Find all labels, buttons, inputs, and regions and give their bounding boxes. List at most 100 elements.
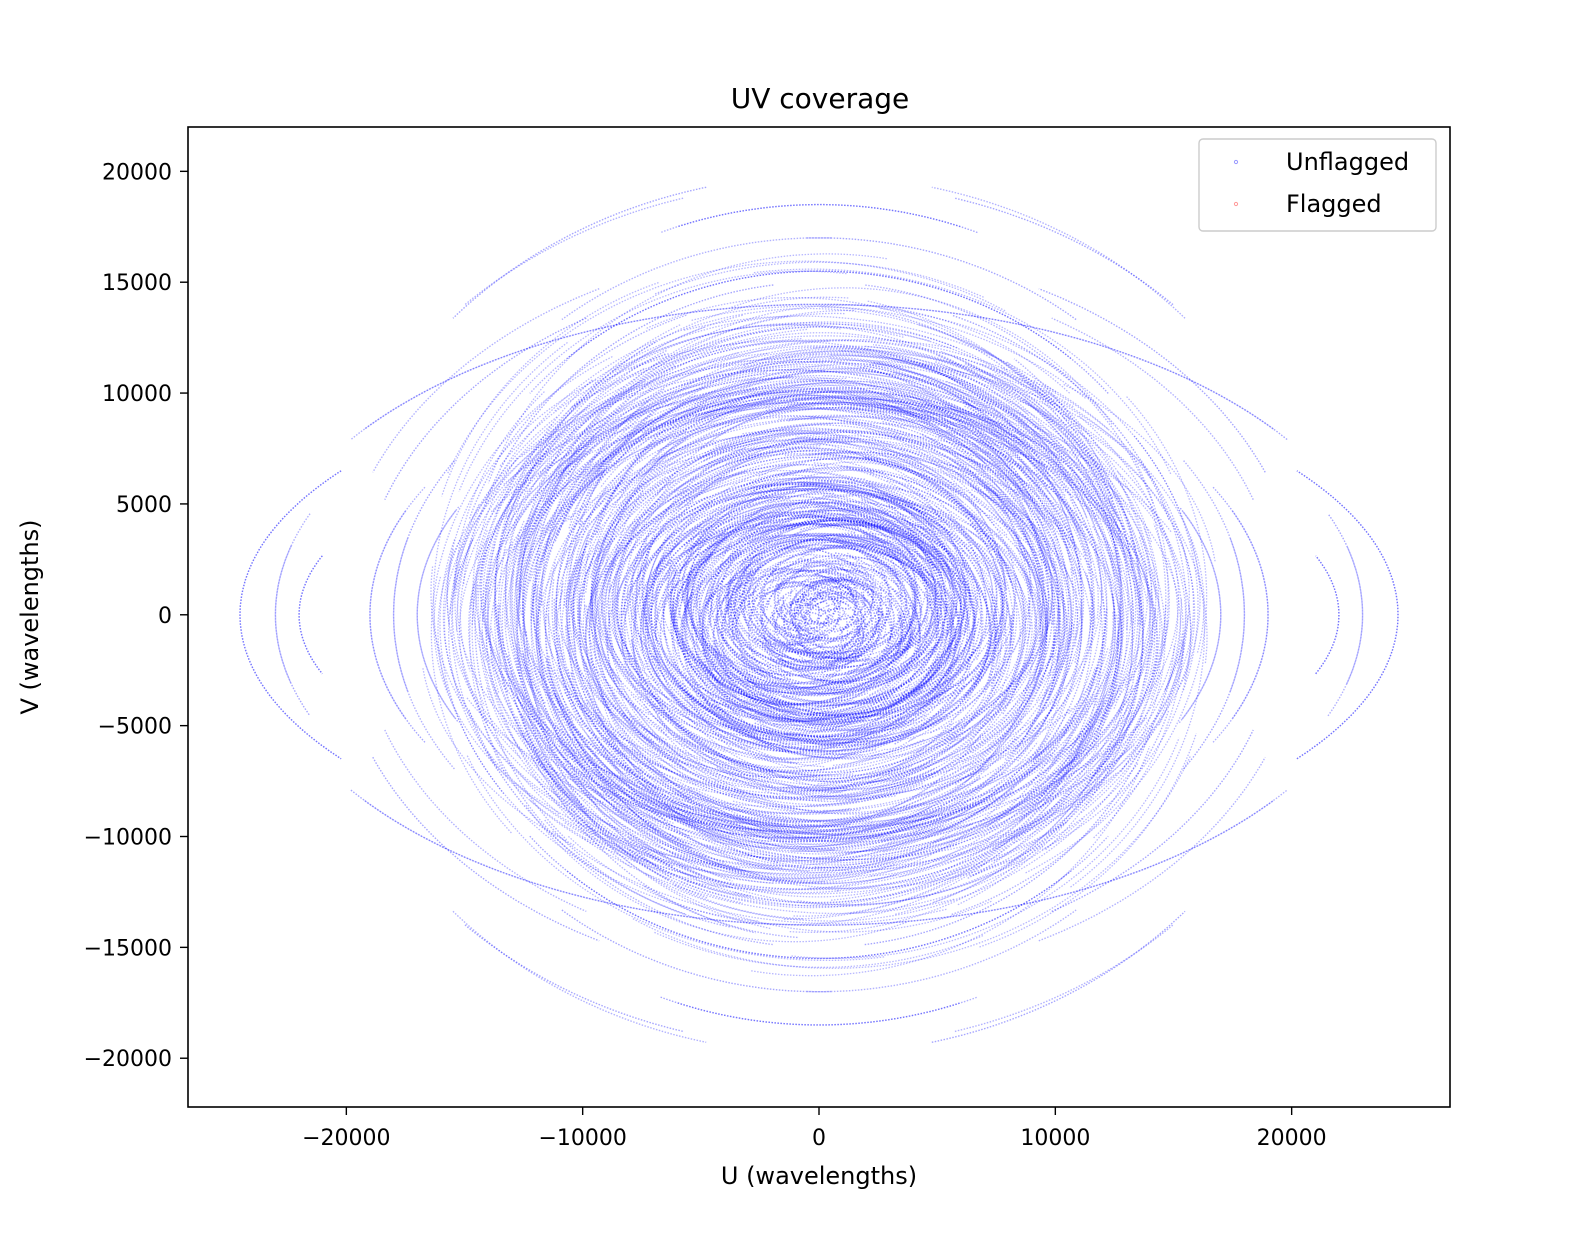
- uv-track: [559, 423, 646, 513]
- uv-track: [561, 237, 832, 321]
- uv-track: [846, 551, 884, 606]
- uv-track: [778, 519, 963, 697]
- uv-track: [535, 585, 618, 799]
- uv-track: [642, 552, 798, 765]
- uv-track: [685, 565, 763, 679]
- uv-track: [1002, 429, 1094, 629]
- uv-track: [481, 631, 877, 880]
- uv-track: [734, 539, 811, 596]
- uv-track: [722, 723, 863, 756]
- uv-track: [675, 727, 941, 797]
- uv-track: [783, 560, 855, 612]
- uv-track: [759, 713, 902, 733]
- uv-track: [954, 197, 1174, 306]
- uv-track: [478, 450, 721, 866]
- uv-track: [818, 600, 863, 612]
- uv-track: [714, 554, 917, 706]
- uv-track: [694, 399, 901, 417]
- uv-track: [539, 610, 766, 833]
- uv-track: [567, 471, 703, 824]
- uv-track: [1212, 486, 1269, 719]
- uv-track: [988, 514, 1066, 676]
- uv-track: [677, 735, 892, 787]
- uv-track: [641, 539, 769, 741]
- uv-track: [520, 349, 1052, 559]
- uv-track: [704, 649, 830, 723]
- uv-track: [884, 570, 912, 659]
- uv-track: [1067, 510, 1117, 706]
- uv-track: [771, 611, 859, 660]
- uv-track: [628, 340, 1121, 541]
- uv-track: [783, 621, 944, 716]
- uv-track: [802, 591, 841, 612]
- uv-track: [775, 474, 916, 507]
- uv-track: [672, 484, 773, 754]
- uv-track: [683, 553, 824, 724]
- uv-track: [882, 447, 1006, 704]
- uv-track: [799, 632, 861, 673]
- uv-track: [484, 284, 774, 504]
- uv-track: [561, 909, 832, 993]
- uv-track: [865, 457, 1039, 628]
- uv-track: [516, 470, 743, 825]
- uv-track: [772, 533, 942, 574]
- uv-track: [759, 584, 837, 599]
- uv-track: [1051, 729, 1254, 913]
- uv-track: [695, 576, 741, 684]
- uv-track: [968, 529, 1027, 620]
- uv-track: [437, 432, 560, 692]
- uv-track: [597, 644, 816, 778]
- uv-track: [644, 525, 732, 725]
- uv-track: [593, 711, 895, 851]
- uv-track: [868, 482, 962, 690]
- uv-track: [1018, 399, 1180, 693]
- uv-track: [805, 664, 910, 711]
- uv-track: [684, 449, 942, 507]
- uv-track: [516, 697, 943, 839]
- uv-track: [865, 482, 956, 598]
- uv-track: [525, 804, 907, 943]
- uv-track: [679, 528, 794, 571]
- uv-track: [634, 396, 1128, 558]
- uv-track: [455, 307, 993, 632]
- uv-track: [1112, 567, 1161, 749]
- uv-track: [767, 657, 891, 686]
- uv-track: [721, 599, 813, 677]
- uv-track: [677, 807, 906, 832]
- uv-track: [686, 498, 739, 553]
- uv-track: [869, 612, 893, 667]
- uv-track: [870, 482, 1159, 877]
- uv-track: [876, 473, 1077, 791]
- uv-track: [804, 613, 812, 635]
- uv-track: [808, 527, 947, 720]
- uv-track: [654, 261, 984, 298]
- uv-track: [590, 358, 902, 439]
- uv-track: [471, 324, 841, 723]
- uv-track: [578, 534, 655, 744]
- uv-track: [579, 581, 789, 825]
- uv-track: [863, 365, 975, 408]
- uv-track: [879, 523, 953, 655]
- uv-track: [790, 638, 821, 644]
- legend-box: [1198, 138, 1437, 232]
- uv-track: [730, 544, 955, 695]
- uv-track: [737, 692, 850, 706]
- uv-track: [812, 663, 942, 715]
- uv-track: [969, 762, 1139, 877]
- uv-track: [671, 402, 1010, 447]
- uv-track: [517, 426, 577, 566]
- uv-track: [773, 495, 962, 726]
- uv-track: [740, 653, 812, 673]
- uv-track: [653, 561, 943, 752]
- uv-track: [605, 479, 752, 608]
- uv-track: [797, 506, 1167, 906]
- uv-track: [765, 585, 979, 717]
- uv-track: [717, 361, 1124, 530]
- uv-track: [922, 363, 1050, 477]
- uv-track: [697, 432, 963, 503]
- uv-track: [567, 487, 607, 676]
- uv-track: [484, 725, 774, 946]
- uv-track: [704, 546, 790, 585]
- uv-track: [733, 568, 752, 621]
- uv-track: [1024, 667, 1098, 800]
